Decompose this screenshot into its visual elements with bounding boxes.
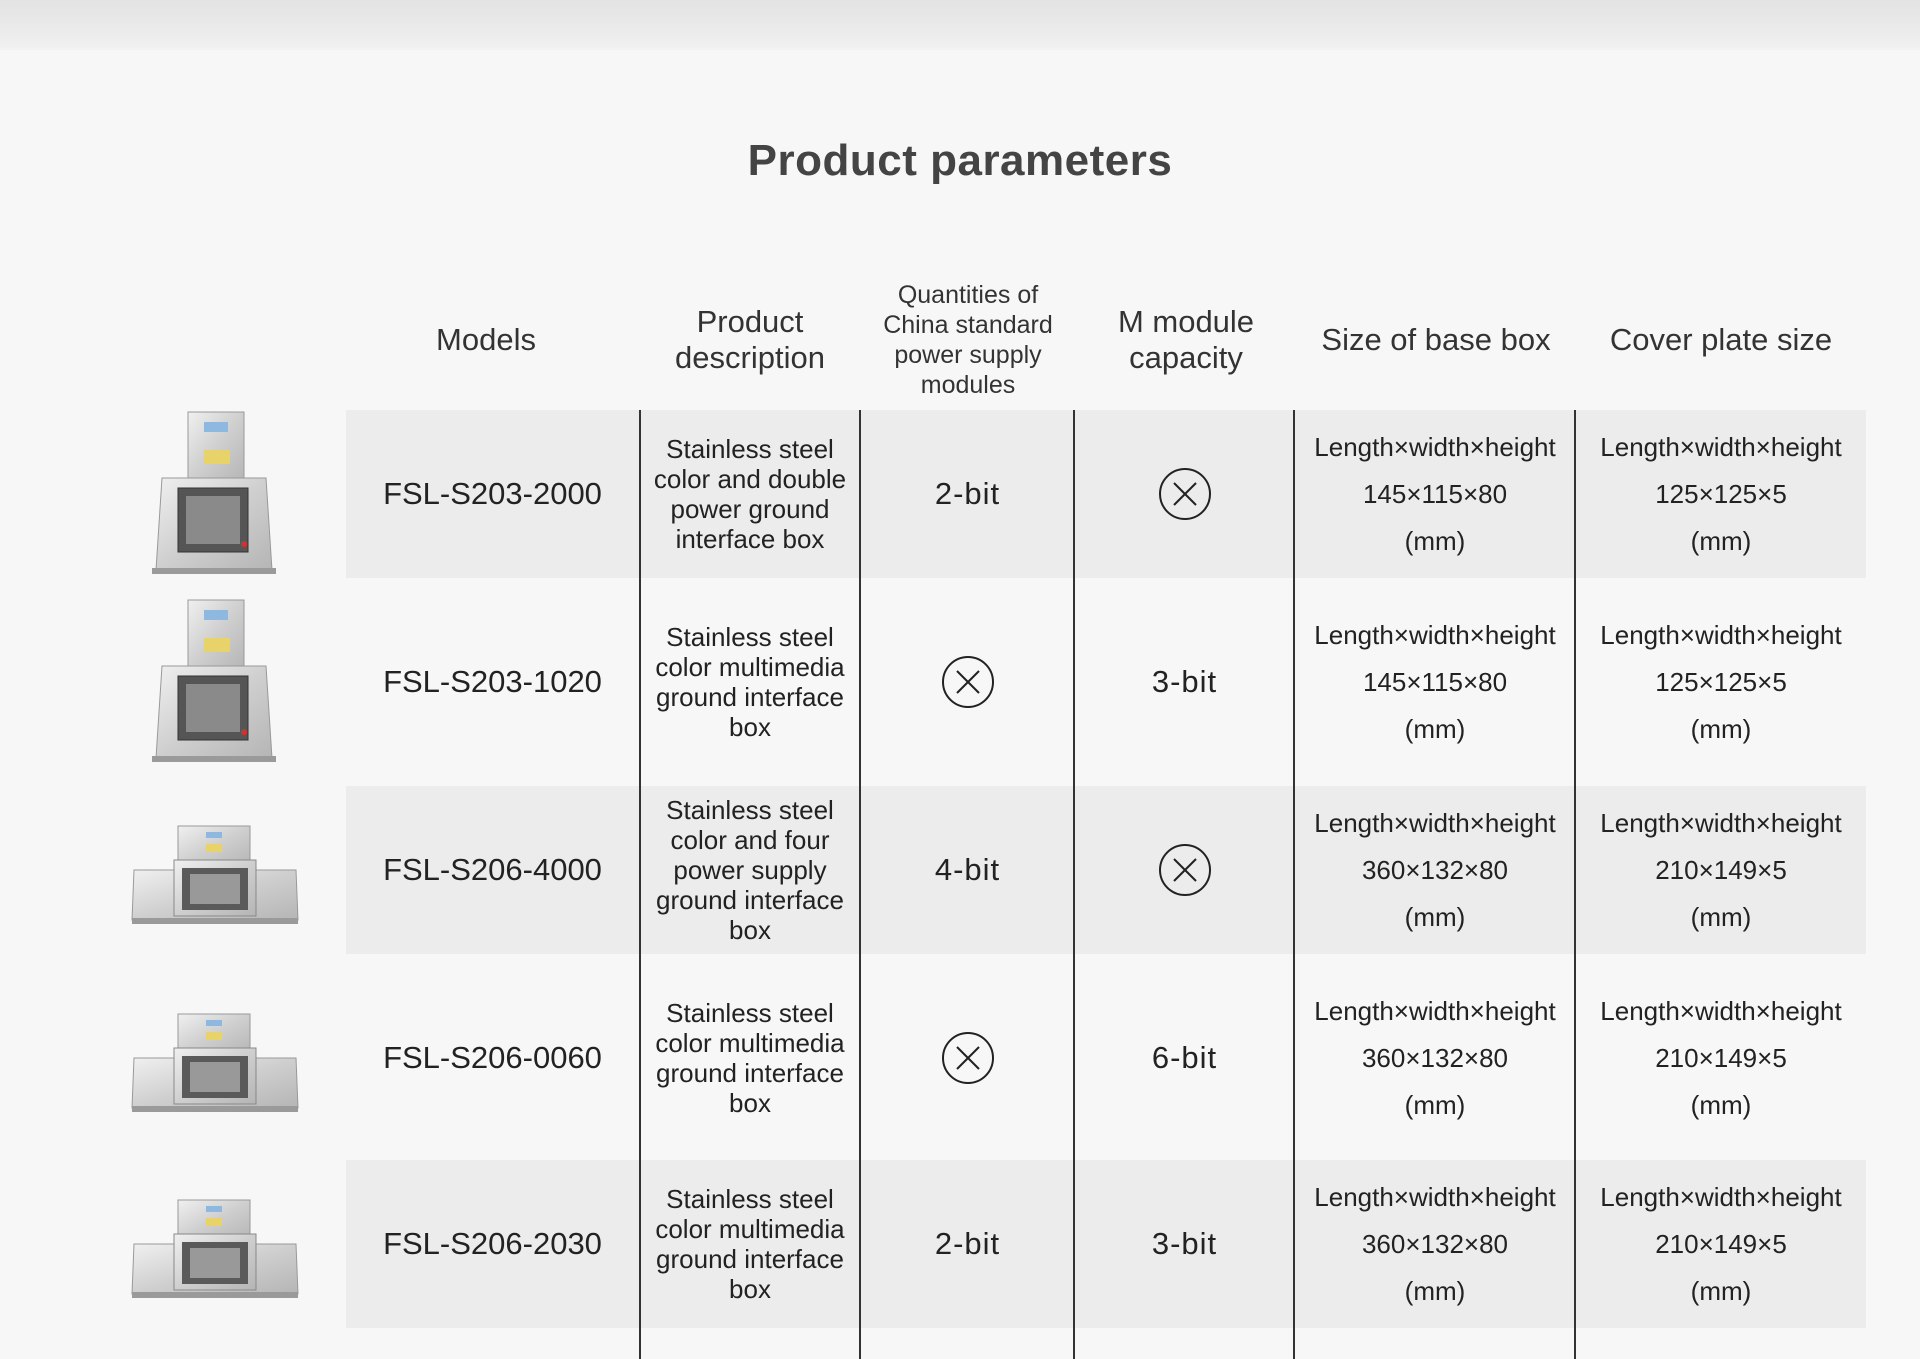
dimension-unit: (mm) xyxy=(1690,1275,1752,1306)
description-cell: Stainless steel color and double power g… xyxy=(653,434,847,554)
m-module-cell: 3-bit xyxy=(1151,1226,1218,1261)
description-cell: Stainless steel color multimedia ground … xyxy=(655,1184,845,1304)
header-models: Models xyxy=(436,322,536,357)
cover-plate-cell: Length×width×height 210×149×5 (mm) xyxy=(1576,786,1866,954)
floor-box-wide-icon xyxy=(130,1194,300,1309)
floor-box-wide-icon xyxy=(130,820,300,935)
dimension-label: Length×width×height xyxy=(1600,995,1842,1026)
china-modules-cell: 2-bit xyxy=(934,1226,1001,1261)
dimension-value: 145×115×80 xyxy=(1362,666,1508,697)
base-box-cell: Length×width×height 145×115×80 (mm) xyxy=(1295,598,1575,766)
row-stripe xyxy=(346,786,1866,954)
circled-x-icon xyxy=(861,598,1074,766)
dimension-value: 125×125×5 xyxy=(1655,666,1787,697)
header-cover-plate: Cover plate size xyxy=(1609,322,1833,357)
top-band xyxy=(0,0,1920,50)
dimension-unit: (mm) xyxy=(1404,1275,1466,1306)
base-box-cell: Length×width×height 360×132×80 (mm) xyxy=(1295,1160,1575,1328)
description-cell: Stainless steel color multimedia ground … xyxy=(655,998,845,1118)
column-divider xyxy=(859,410,861,1359)
dimension-unit: (mm) xyxy=(1404,713,1466,744)
floor-box-square-icon xyxy=(148,596,278,771)
page-title: Product parameters xyxy=(747,136,1173,185)
column-divider xyxy=(1574,410,1576,1359)
dimension-unit: (mm) xyxy=(1690,901,1752,932)
china-modules-cell: 4-bit xyxy=(934,852,1001,887)
cover-plate-cell: Length×width×height 210×149×5 (mm) xyxy=(1576,974,1866,1142)
dimension-unit: (mm) xyxy=(1690,525,1752,556)
description-cell: Stainless steel color multimedia ground … xyxy=(655,622,845,742)
china-modules-cell: 2-bit xyxy=(934,476,1001,511)
base-box-cell: Length×width×height 360×132×80 (mm) xyxy=(1295,786,1575,954)
dimension-unit: (mm) xyxy=(1404,901,1466,932)
dimension-unit: (mm) xyxy=(1404,525,1466,556)
m-module-cell: 3-bit xyxy=(1151,664,1218,699)
model-cell: FSL-S206-4000 xyxy=(383,852,602,887)
model-cell: FSL-S206-2030 xyxy=(383,1226,602,1261)
dimension-unit: (mm) xyxy=(1690,1089,1752,1120)
dimension-label: Length×width×height xyxy=(1314,431,1556,462)
row-stripe xyxy=(346,1160,1866,1328)
model-cell: FSL-S203-1020 xyxy=(383,664,602,699)
floor-box-square-icon xyxy=(148,408,278,583)
dimension-label: Length×width×height xyxy=(1314,995,1556,1026)
header-m-module: M module capacity xyxy=(1117,304,1255,375)
dimension-unit: (mm) xyxy=(1690,713,1752,744)
dimension-label: Length×width×height xyxy=(1314,1181,1556,1212)
header-description: Product description xyxy=(675,304,825,375)
column-divider xyxy=(1293,410,1295,1359)
dimension-value: 360×132×80 xyxy=(1361,1042,1509,1073)
dimension-value: 125×125×5 xyxy=(1655,478,1787,509)
cover-plate-cell: Length×width×height 210×149×5 (mm) xyxy=(1576,1160,1866,1328)
circled-x-icon xyxy=(861,974,1074,1142)
dimension-unit: (mm) xyxy=(1404,1089,1466,1120)
dimension-label: Length×width×height xyxy=(1600,1181,1842,1212)
dimension-label: Length×width×height xyxy=(1600,807,1842,838)
column-divider xyxy=(1073,410,1075,1359)
dimension-value: 210×149×5 xyxy=(1655,1228,1787,1259)
circled-x-icon xyxy=(1075,786,1294,954)
base-box-cell: Length×width×height 360×132×80 (mm) xyxy=(1295,974,1575,1142)
model-cell: FSL-S206-0060 xyxy=(383,1040,602,1075)
row-stripe xyxy=(346,410,1866,578)
header-china-modules: Quantities of China standard power suppl… xyxy=(883,281,1053,399)
dimension-label: Length×width×height xyxy=(1600,431,1842,462)
dimension-value: 145×115×80 xyxy=(1362,478,1508,509)
cover-plate-cell: Length×width×height 125×125×5 (mm) xyxy=(1576,598,1866,766)
floor-box-wide-icon xyxy=(130,1008,300,1123)
cover-plate-cell: Length×width×height 125×125×5 (mm) xyxy=(1576,410,1866,578)
dimension-value: 360×132×80 xyxy=(1361,854,1509,885)
dimension-label: Length×width×height xyxy=(1314,807,1556,838)
column-divider xyxy=(639,410,641,1359)
base-box-cell: Length×width×height 145×115×80 (mm) xyxy=(1295,410,1575,578)
dimension-value: 210×149×5 xyxy=(1655,854,1787,885)
model-cell: FSL-S203-2000 xyxy=(383,476,602,511)
m-module-cell: 6-bit xyxy=(1151,1040,1218,1075)
dimension-label: Length×width×height xyxy=(1314,619,1556,650)
header-base-box: Size of base box xyxy=(1321,322,1551,357)
circled-x-icon xyxy=(1075,410,1294,578)
dimension-label: Length×width×height xyxy=(1600,619,1842,650)
dimension-value: 210×149×5 xyxy=(1655,1042,1787,1073)
description-cell: Stainless steel color and four power sup… xyxy=(656,795,844,945)
dimension-value: 360×132×80 xyxy=(1361,1228,1509,1259)
